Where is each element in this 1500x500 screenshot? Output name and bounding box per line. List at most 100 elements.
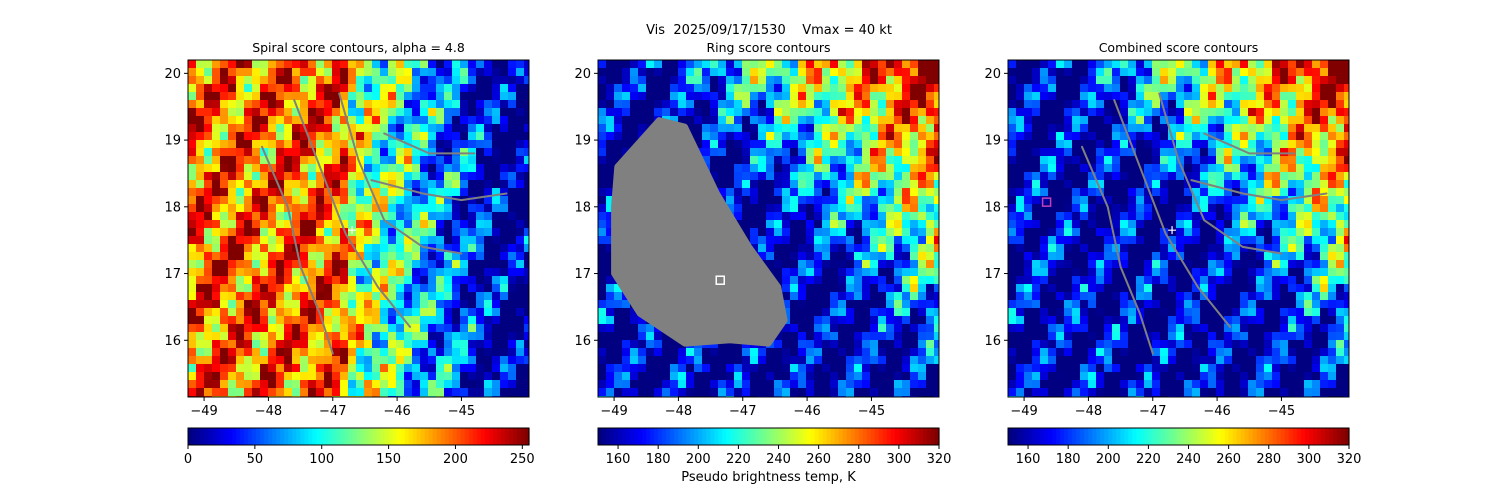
colorbar-cell: [1024, 428, 1029, 445]
colorbar-cell: [922, 428, 928, 445]
colorbar-cell: [1040, 428, 1045, 445]
colorbar-cell: [874, 428, 880, 445]
colorbar-cell: [396, 428, 402, 445]
colorbar-cell: [1324, 428, 1330, 445]
colorbar-cell: [698, 428, 703, 445]
colorbar-cell: [524, 428, 530, 445]
colorbar-cell: [1284, 428, 1290, 445]
colorbar-cell: [818, 428, 824, 445]
colorbar-cell: [642, 428, 647, 445]
colorbar-cell: [488, 428, 494, 445]
colorbar-cell: [758, 428, 764, 445]
colorbar-cell: [930, 428, 936, 445]
colorbar-cell: [432, 428, 438, 445]
colorbar-cell: [1052, 428, 1057, 445]
colorbar-cell: [1132, 428, 1137, 445]
colorbar-cell: [1184, 428, 1190, 445]
x-tick-label: −45: [858, 404, 885, 419]
colorbar-cell: [706, 428, 711, 445]
colorbar-tick-label: 180: [646, 452, 671, 467]
panel-3: Combined score contours −49 −48 −47 −46 −45 16…: [984, 40, 1361, 467]
colorbar-cell: [830, 428, 836, 445]
axes-frame: [1007, 59, 1350, 398]
colorbar-tick-label: 260: [1216, 452, 1241, 467]
colorbar-cell: [500, 428, 506, 445]
colorbar-tick-label: 200: [686, 452, 711, 467]
colorbar-cell: [1092, 428, 1097, 445]
box-marker: [1041, 197, 1052, 207]
colorbar-cell: [654, 428, 659, 445]
contour-line: [1158, 92, 1283, 255]
colorbar-cell: [364, 428, 370, 445]
colorbar-cell: [280, 428, 285, 445]
colorbar-cell: [774, 428, 780, 445]
colorbar-cell: [1136, 428, 1141, 445]
colorbar-cell: [456, 428, 462, 445]
colorbar-cell: [1256, 428, 1262, 445]
colorbar-cell: [240, 428, 245, 445]
colorbar-cell: [320, 428, 325, 445]
center-marker: [1168, 226, 1177, 235]
y-tick-label: 18: [984, 200, 1001, 215]
contour-line: [1203, 132, 1296, 155]
colorbar-cell: [260, 428, 265, 445]
colorbar-cell: [344, 428, 350, 445]
colorbar-cell: [770, 428, 776, 445]
colorbar-cell: [846, 428, 852, 445]
colorbar-cell: [220, 428, 225, 445]
colorbar-cell: [838, 428, 844, 445]
colorbar-cell: [670, 428, 675, 445]
colorbar-cell: [1328, 428, 1334, 445]
colorbar-cell: [204, 428, 209, 445]
x-tick-label: −45: [1268, 404, 1295, 419]
x-tick-label: −49: [600, 404, 627, 419]
colorbar-cell: [694, 428, 699, 445]
colorbar-cell: [312, 428, 317, 445]
colorbar-cell: [1312, 428, 1318, 445]
colorbar-tick-label: 160: [606, 452, 631, 467]
colorbar-cell: [1076, 428, 1081, 445]
colorbar-cell: [224, 428, 229, 445]
colorbar-cell: [1152, 428, 1158, 445]
colorbar-cell: [1104, 428, 1109, 445]
colorbar-cell: [1252, 428, 1258, 445]
colorbar-cell: [424, 428, 430, 445]
colorbar-cell: [1236, 428, 1242, 445]
colorbar-cell: [1120, 428, 1125, 445]
y-tick-label: 17: [984, 267, 1001, 282]
colorbar-cell: [1172, 428, 1178, 445]
colorbar-cell: [276, 428, 281, 445]
colorbar-cell: [1232, 428, 1238, 445]
contour-line: [338, 92, 463, 255]
heatmap-image: [1008, 60, 1349, 397]
colorbar-cell: [292, 428, 297, 445]
colorbar-cell: [1332, 428, 1338, 445]
colorbar-cell: [1320, 428, 1326, 445]
y-tick-label: 16: [574, 334, 591, 349]
colorbar-frame: [1007, 427, 1350, 446]
colorbar-cell: [910, 428, 916, 445]
colorbar-cell: [420, 428, 426, 445]
x-tick-label: −49: [1010, 404, 1037, 419]
colorbar-label: Pseudo brightness temp, K: [681, 470, 856, 485]
colorbar-cell: [520, 428, 526, 445]
y-tick-label: 20: [574, 67, 591, 82]
colorbar-cell: [1100, 428, 1105, 445]
colorbar-cell: [1068, 428, 1073, 445]
colorbar-cell: [734, 428, 740, 445]
colorbar-cell: [480, 428, 486, 445]
colorbar-cell: [380, 428, 386, 445]
heatmap-image: [188, 60, 529, 397]
colorbar-cell: [610, 428, 615, 445]
contour-line: [1081, 145, 1154, 355]
colorbar-cell: [200, 428, 205, 445]
colorbar-cell: [228, 428, 233, 445]
colorbar-cell: [782, 428, 788, 445]
colorbar-cell: [512, 428, 518, 445]
colorbar-tick-label: 220: [1136, 452, 1161, 467]
colorbar-cell: [638, 428, 643, 445]
x-tick-label: −46: [793, 404, 820, 419]
colorbar-cell: [252, 428, 257, 445]
colorbar-cell: [862, 428, 868, 445]
colorbar-cell: [324, 428, 330, 445]
